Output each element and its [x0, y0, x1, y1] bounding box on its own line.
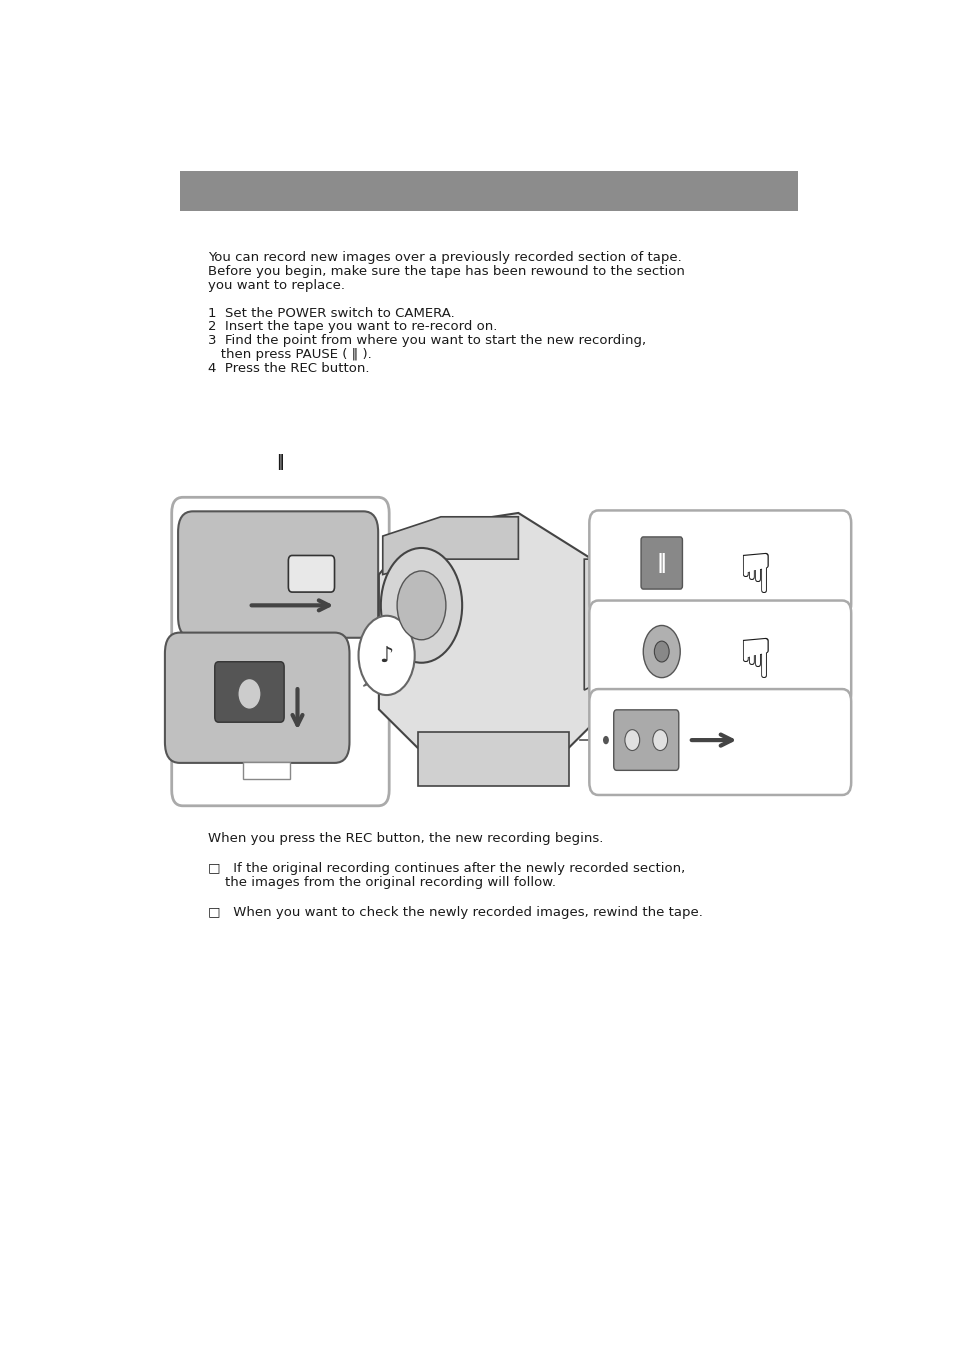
Circle shape [654, 641, 668, 663]
Text: □   When you want to check the newly recorded images, rewind the tape.: □ When you want to check the newly recor… [208, 905, 702, 919]
Circle shape [380, 547, 461, 663]
Text: ‖: ‖ [657, 553, 666, 573]
FancyBboxPatch shape [214, 661, 284, 722]
Ellipse shape [237, 679, 261, 709]
FancyBboxPatch shape [226, 638, 288, 654]
FancyBboxPatch shape [243, 762, 290, 779]
Text: ‖: ‖ [275, 454, 283, 470]
FancyBboxPatch shape [172, 497, 389, 806]
Text: ♪: ♪ [379, 645, 394, 665]
Text: the images from the original recording will follow.: the images from the original recording w… [208, 877, 556, 889]
FancyBboxPatch shape [640, 537, 681, 589]
Text: Before you begin, make sure the tape has been rewound to the section: Before you begin, make sure the tape has… [208, 266, 684, 278]
Polygon shape [382, 516, 517, 575]
Text: □   If the original recording continues after the newly recorded section,: □ If the original recording continues af… [208, 862, 685, 875]
Text: you want to replace.: you want to replace. [208, 279, 345, 291]
Text: You can record new images over a previously recorded section of tape.: You can record new images over a previou… [208, 251, 681, 264]
FancyBboxPatch shape [165, 633, 349, 763]
Circle shape [358, 615, 415, 695]
FancyBboxPatch shape [589, 690, 850, 795]
Text: When you press the REC button, the new recording begins.: When you press the REC button, the new r… [208, 832, 603, 846]
FancyBboxPatch shape [589, 511, 850, 617]
Circle shape [602, 736, 608, 744]
Text: 3  Find the point from where you want to start the new recording,: 3 Find the point from where you want to … [208, 335, 646, 347]
Text: then press PAUSE ( ‖ ).: then press PAUSE ( ‖ ). [208, 348, 372, 362]
Text: 2  Insert the tape you want to re-record on.: 2 Insert the tape you want to re-record … [208, 320, 497, 333]
FancyBboxPatch shape [180, 171, 797, 210]
Text: ☟: ☟ [737, 551, 771, 606]
Polygon shape [378, 514, 592, 748]
FancyBboxPatch shape [589, 600, 850, 706]
Circle shape [624, 729, 639, 751]
Circle shape [396, 570, 445, 640]
Circle shape [642, 626, 679, 678]
Polygon shape [363, 678, 378, 686]
Text: ☟: ☟ [737, 635, 771, 690]
Text: 1  Set the POWER switch to CAMERA.: 1 Set the POWER switch to CAMERA. [208, 306, 455, 320]
Polygon shape [417, 733, 568, 786]
Polygon shape [583, 560, 630, 690]
Text: 4  Press the REC button.: 4 Press the REC button. [208, 362, 370, 375]
Circle shape [652, 729, 667, 751]
FancyBboxPatch shape [613, 710, 679, 771]
FancyBboxPatch shape [288, 556, 335, 592]
FancyBboxPatch shape [178, 511, 377, 638]
